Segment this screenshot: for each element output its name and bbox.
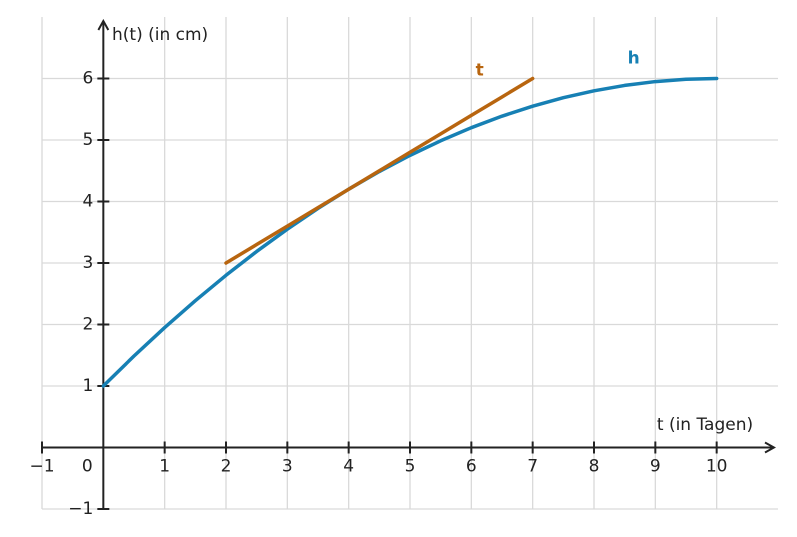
x-tick-label: 3 bbox=[282, 457, 293, 477]
y-tick-label: 3 bbox=[83, 253, 94, 273]
y-tick-label: 4 bbox=[83, 192, 94, 212]
x-tick-label: 8 bbox=[589, 457, 600, 477]
x-tick-label: −1 bbox=[29, 457, 54, 477]
series-label: t bbox=[476, 61, 484, 81]
x-tick-label: 5 bbox=[405, 457, 416, 477]
line-series bbox=[101, 76, 719, 388]
y-tick-label: 2 bbox=[83, 315, 94, 335]
y-tick-label: −1 bbox=[68, 499, 93, 519]
y-tick-label: 1 bbox=[83, 376, 94, 396]
y-tick-label: 5 bbox=[83, 130, 94, 150]
y-axis-label: h(t) (in cm) bbox=[112, 25, 208, 45]
x-tick-label: 4 bbox=[343, 457, 354, 477]
x-tick-label: 2 bbox=[221, 457, 232, 477]
x-tick-label: 7 bbox=[527, 457, 538, 477]
x-tick-label: 10 bbox=[706, 457, 728, 477]
series-label: h bbox=[628, 49, 640, 69]
x-tick-label: 1 bbox=[159, 457, 170, 477]
line-series bbox=[224, 76, 535, 265]
x-tick-label: 6 bbox=[466, 457, 477, 477]
grid bbox=[41, 17, 778, 510]
plot-area: ht bbox=[101, 49, 719, 388]
y-tick-label: 6 bbox=[83, 69, 94, 89]
x-axis-label: t (in Tagen) bbox=[657, 415, 753, 435]
x-tick-label: 9 bbox=[650, 457, 661, 477]
axes: −1 0 1 2 3 4 5 6 7 8 9 10 −1 1 2 3 4 5 6 bbox=[29, 21, 774, 519]
x-tick-label: 0 bbox=[82, 457, 93, 477]
